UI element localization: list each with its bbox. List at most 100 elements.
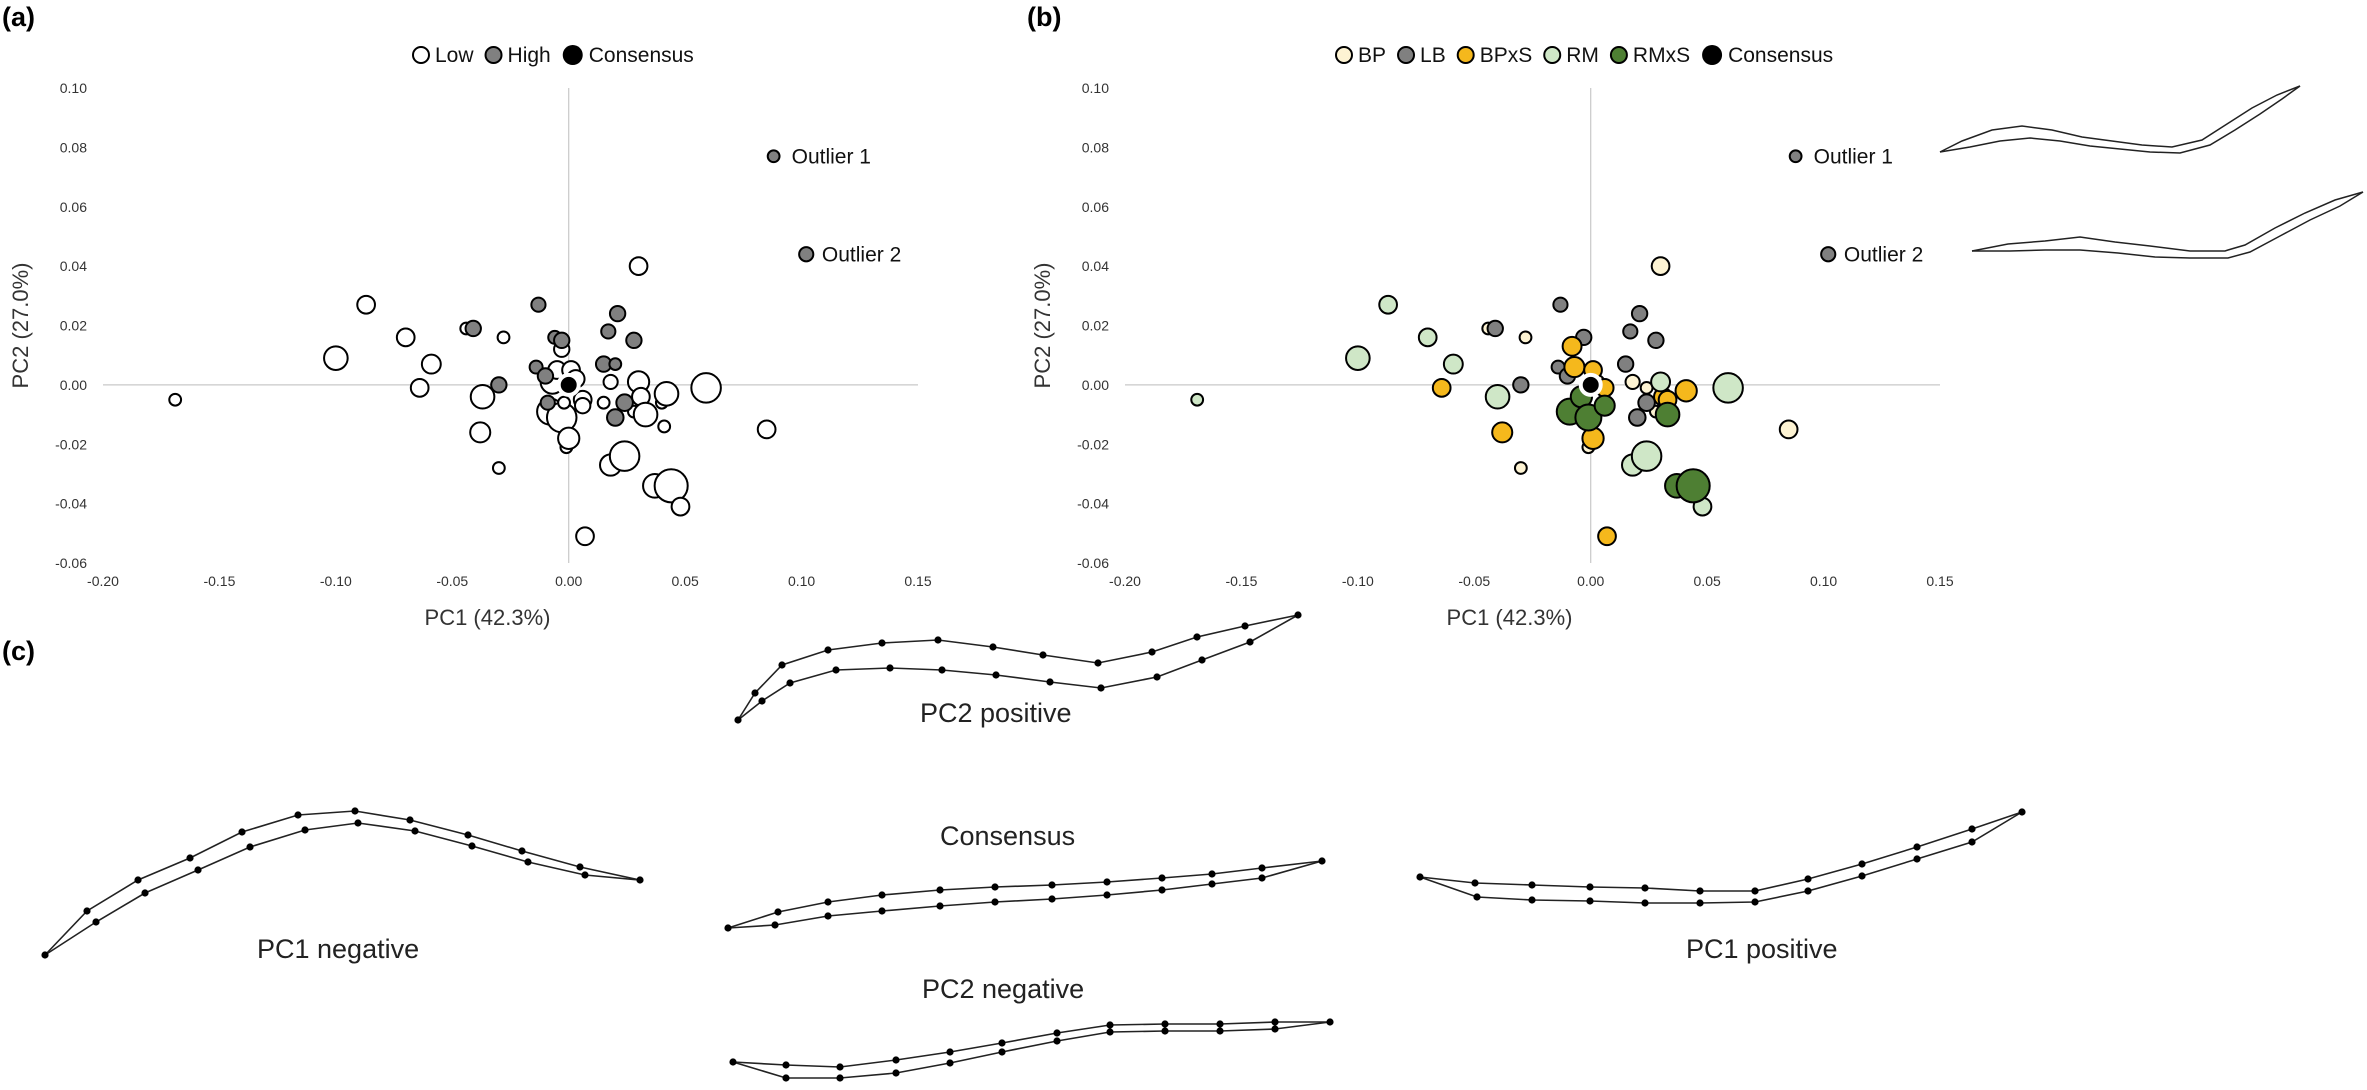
data-point-high: [464, 319, 482, 338]
outlier-1-shape: [1939, 85, 2301, 154]
y-axis-title: PC2 (27.0%): [8, 263, 33, 389]
data-point-low: [469, 383, 496, 410]
x-tick-label: 0.10: [1810, 573, 1837, 589]
pc1-positive-label: PC1 positive: [1686, 934, 1838, 964]
x-axis-title: PC1 (42.3%): [425, 605, 551, 630]
legend-marker: [1702, 45, 1723, 65]
data-point-low: [653, 468, 689, 504]
data-point-rmxs: [1574, 403, 1603, 432]
x-tick-label: -0.10: [320, 573, 352, 589]
data-point-lb: [1616, 355, 1635, 373]
y-tick-label: -0.04: [1077, 496, 1109, 512]
data-point-high: [490, 376, 508, 394]
pc2-negative-shape: [732, 1021, 1331, 1079]
data-point-lb: [1788, 149, 1803, 164]
legend-marker: [1543, 46, 1562, 64]
pc1-negative-label: PC1 negative: [257, 934, 419, 964]
y-tick-label: 0.10: [60, 80, 87, 96]
data-point-lb: [1628, 408, 1647, 427]
data-point-lb: [1486, 319, 1504, 338]
data-point-lb: [1512, 376, 1530, 394]
x-tick-label: 0.00: [555, 573, 582, 589]
data-point-low: [756, 419, 777, 440]
data-point-rm: [1712, 372, 1744, 404]
legend-marker: [1609, 46, 1628, 64]
data-point-low: [356, 294, 376, 315]
data-point-high: [608, 357, 623, 371]
y-tick-label: 0.06: [1082, 199, 1109, 215]
x-tick-label: 0.10: [788, 573, 815, 589]
outlier-annotation: Outlier 1: [1814, 145, 1893, 168]
data-point-bp: [1778, 419, 1799, 440]
y-tick-label: 0.08: [60, 139, 87, 155]
legend-label: High: [508, 44, 551, 67]
legend-label: RMxS: [1633, 44, 1690, 67]
legend-marker: [412, 46, 430, 64]
y-tick-label: -0.06: [1077, 555, 1109, 571]
data-point-bp: [1513, 461, 1528, 475]
data-point-bp: [1624, 373, 1641, 390]
pc1-negative-landmarks: [41, 807, 644, 959]
data-point-bpxs: [1597, 526, 1617, 547]
data-point-low: [608, 440, 641, 472]
data-point-low: [657, 419, 672, 434]
legend-label: Low: [435, 44, 474, 67]
data-point-low: [574, 396, 592, 415]
data-point-low: [602, 373, 619, 390]
outlier-2-shape: [1971, 191, 2364, 259]
data-point-high: [530, 296, 547, 313]
data-point-bpxs: [1491, 421, 1514, 444]
consensus-shape: [727, 860, 1323, 929]
data-point-low: [557, 395, 571, 410]
legend-label: BP: [1358, 44, 1386, 67]
data-point-low: [323, 345, 349, 371]
data-point-low: [395, 327, 416, 348]
x-tick-label: 0.15: [1926, 573, 1953, 589]
data-point-low: [628, 256, 649, 276]
data-point-high: [600, 323, 617, 340]
data-point-low: [690, 372, 722, 404]
data-point-low: [653, 380, 680, 407]
outlier-annotation: Outlier 2: [1844, 243, 1923, 266]
y-tick-label: -0.06: [55, 555, 87, 571]
x-tick-label: 0.15: [904, 573, 931, 589]
pc1-positive-shape: [1419, 811, 2023, 904]
data-point-consensus: [556, 372, 581, 397]
legend-label: BPxS: [1480, 44, 1533, 67]
data-point-high: [536, 367, 555, 385]
x-axis-title: PC1 (42.3%): [1447, 605, 1573, 630]
consensus-label: Consensus: [940, 821, 1075, 851]
data-point-low: [632, 401, 659, 428]
x-tick-label: -0.20: [87, 573, 119, 589]
legend-label: Consensus: [1728, 44, 1833, 67]
data-point-rm: [1442, 353, 1464, 375]
consensus-landmarks: [724, 857, 1326, 932]
scatter-plot-a: -0.20 -0.15 -0.10 -0.05 0.00 0.05 0.10 0.15 -0.0…: [8, 44, 932, 630]
pc2-negative-label: PC2 negative: [922, 974, 1084, 1004]
pc1-positive-landmarks: [1416, 808, 2026, 907]
data-point-rmxs: [1675, 468, 1711, 504]
data-point-lb: [1630, 304, 1649, 323]
y-tick-label: 0.06: [60, 199, 87, 215]
data-point-lb: [1622, 323, 1639, 340]
data-point-bp: [1650, 256, 1671, 276]
x-tick-label: -0.10: [1342, 573, 1374, 589]
data-point-high: [606, 408, 625, 427]
data-point-bp: [1518, 330, 1533, 345]
data-point-low: [420, 353, 442, 375]
data-point-high: [766, 149, 781, 164]
data-point-rmxs: [1593, 394, 1616, 417]
data-point-bpxs: [1431, 377, 1452, 398]
data-point-lb: [1552, 296, 1569, 313]
legend-marker: [484, 46, 503, 64]
x-tick-label: -0.20: [1109, 573, 1141, 589]
y-tick-label: 0.02: [60, 318, 87, 334]
x-tick-label: -0.05: [1458, 573, 1490, 589]
legend-label: Consensus: [589, 44, 694, 67]
legend-marker: [1397, 46, 1416, 64]
panel-label-b: (b): [1027, 2, 1061, 32]
data-point-low: [670, 496, 691, 517]
data-point-low: [575, 526, 595, 547]
x-tick-label: 0.05: [672, 573, 699, 589]
legend-marker: [1335, 46, 1353, 64]
